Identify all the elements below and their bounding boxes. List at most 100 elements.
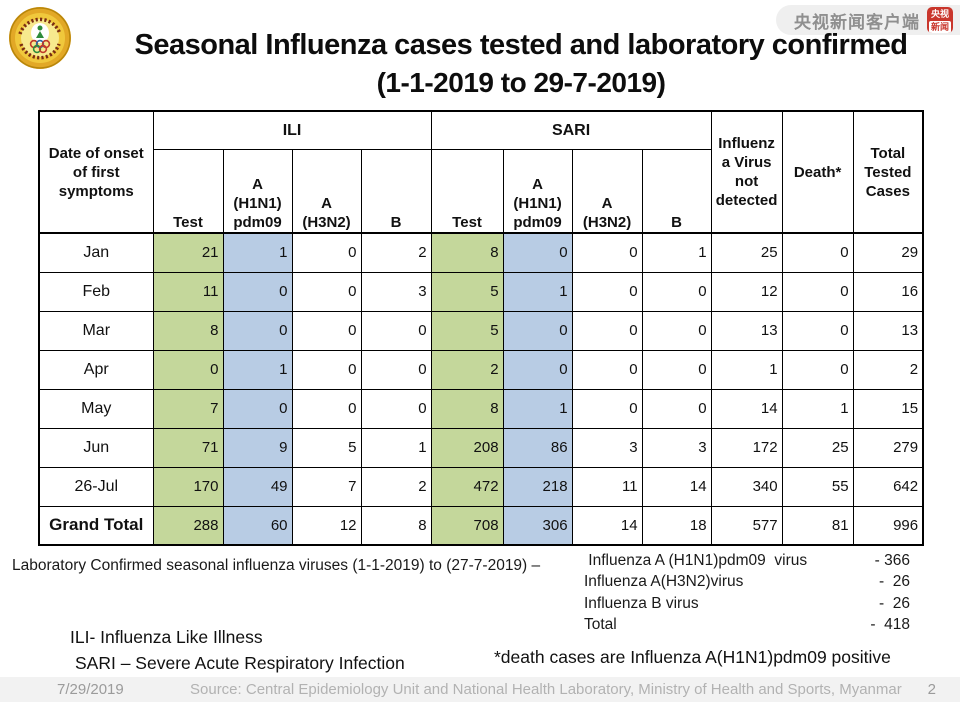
row-label: Jan xyxy=(38,232,154,273)
virus-count-list: Influenza A (H1N1)pdm09 virus - 366 Influe… xyxy=(584,550,910,636)
cell-value: 49 xyxy=(222,466,293,507)
cell-value: 18 xyxy=(641,505,712,546)
header-not-detected: Influenza Virus not detected xyxy=(710,110,783,234)
cell-value: 2 xyxy=(360,466,432,507)
cell-value: 3 xyxy=(571,427,643,468)
cctv-icon-top-text: 央视 xyxy=(930,9,949,19)
cell-value: 0 xyxy=(291,349,362,390)
title-line-1: Seasonal Influenza cases tested and labo… xyxy=(134,29,908,61)
virus-count: - 366 xyxy=(874,551,910,569)
cell-value: 642 xyxy=(852,466,924,507)
virus-name: Influenza A(H3N2)virus xyxy=(584,573,744,591)
footer-source: Source: Central Epidemiology Unit and Na… xyxy=(190,681,902,698)
cell-value: 0 xyxy=(291,310,362,351)
note-ili: ILI- Influenza Like Illness xyxy=(70,627,263,647)
cell-value: 1 xyxy=(360,427,432,468)
header-sari-h3n2: A (H3N2) xyxy=(571,148,643,234)
virus-name: Total xyxy=(584,616,617,634)
cell-value: 11 xyxy=(571,466,643,507)
cell-value: 0 xyxy=(291,388,362,429)
virus-name: Influenza A (H1N1)pdm09 virus xyxy=(584,551,808,569)
cell-value: 172 xyxy=(710,427,783,468)
table-row: Grand Total 288 60 12 8 708 306 14 18 577 81 996 xyxy=(38,505,924,546)
cell-value: 13 xyxy=(852,310,924,351)
cell-value: 5 xyxy=(430,310,504,351)
cell-value: 1 xyxy=(781,388,854,429)
ministry-of-health-logo xyxy=(8,6,72,70)
cell-value: 0 xyxy=(360,388,432,429)
virus-count: - 26 xyxy=(878,594,910,612)
header-ili-h3n2: A (H3N2) xyxy=(291,148,362,234)
cell-value: 9 xyxy=(222,427,293,468)
row-label: Feb xyxy=(38,271,154,312)
cell-value: 0 xyxy=(222,388,293,429)
cell-value: 1 xyxy=(222,232,293,273)
cell-value: 0 xyxy=(502,232,573,273)
cell-value: 5 xyxy=(430,271,504,312)
header-death: Death* xyxy=(781,110,854,234)
cell-value: 8 xyxy=(430,232,504,273)
cell-value: 12 xyxy=(710,271,783,312)
cell-value: 0 xyxy=(781,349,854,390)
table-row: 26-Jul 170 49 7 2 472 218 11 14 340 55 642 xyxy=(38,466,924,507)
cell-value: 7 xyxy=(291,466,362,507)
cell-value: 170 xyxy=(152,466,224,507)
cctv-news-app-icon: 央视 新闻 xyxy=(927,7,953,33)
cell-value: 14 xyxy=(710,388,783,429)
cell-value: 0 xyxy=(571,310,643,351)
cell-value: 0 xyxy=(152,349,224,390)
cell-value: 25 xyxy=(710,232,783,273)
header-sari-h1n1: A (H1N1) pdm09 xyxy=(502,148,573,234)
virus-count-item: Influenza B virus - 26 xyxy=(584,593,910,615)
cell-value: 0 xyxy=(641,271,712,312)
row-label: May xyxy=(38,388,154,429)
group-header-sari: SARI xyxy=(430,110,712,150)
cell-value: 1 xyxy=(502,271,573,312)
table-row: Apr 0 1 0 0 2 0 0 0 1 0 2 xyxy=(38,349,924,390)
cell-value: 5 xyxy=(291,427,362,468)
cell-value: 288 xyxy=(152,505,224,546)
cell-value: 472 xyxy=(430,466,504,507)
cell-value: 218 xyxy=(502,466,573,507)
page-title: Seasonal Influenza cases tested and labo… xyxy=(90,26,952,102)
cell-value: 55 xyxy=(781,466,854,507)
header-ili-b: B xyxy=(360,148,432,234)
cell-value: 0 xyxy=(641,310,712,351)
row-label: Jun xyxy=(38,427,154,468)
cell-value: 996 xyxy=(852,505,924,546)
cell-value: 0 xyxy=(502,310,573,351)
cell-value: 0 xyxy=(781,271,854,312)
footer-page-number: 2 xyxy=(927,681,936,698)
cell-value: 8 xyxy=(430,388,504,429)
cell-value: 0 xyxy=(222,310,293,351)
watermark-text: 央视新闻客户端 xyxy=(794,12,920,32)
row-label: Mar xyxy=(38,310,154,351)
cell-value: 0 xyxy=(291,232,362,273)
header-sari-test: Test xyxy=(430,148,504,234)
cell-value: 1 xyxy=(641,232,712,273)
title-line-2: (1-1-2019 to 29-7-2019) xyxy=(376,67,666,98)
cell-value: 71 xyxy=(152,427,224,468)
cell-value: 15 xyxy=(852,388,924,429)
cell-value: 2 xyxy=(430,349,504,390)
header-ili-test: Test xyxy=(152,148,224,234)
cell-value: 13 xyxy=(710,310,783,351)
cell-value: 2 xyxy=(360,232,432,273)
cell-value: 279 xyxy=(852,427,924,468)
cell-value: 0 xyxy=(291,271,362,312)
virus-name: Influenza B virus xyxy=(584,594,699,612)
virus-count: - 418 xyxy=(870,616,910,634)
cell-value: 7 xyxy=(152,388,224,429)
seal-icon xyxy=(9,7,71,69)
cell-value: 708 xyxy=(430,505,504,546)
cell-value: 86 xyxy=(502,427,573,468)
table-row: Mar 8 0 0 0 5 0 0 0 13 0 13 xyxy=(38,310,924,351)
cell-value: 0 xyxy=(571,271,643,312)
table-row: May 7 0 0 0 8 1 0 0 14 1 15 xyxy=(38,388,924,429)
cell-value: 25 xyxy=(781,427,854,468)
cell-value: 0 xyxy=(571,388,643,429)
lab-confirmed-line: Laboratory Confirmed seasonal influenza … xyxy=(12,557,541,574)
note-death: *death cases are Influenza A(H1N1)pdm09 … xyxy=(494,647,891,667)
row-label: Apr xyxy=(38,349,154,390)
cell-value: 2 xyxy=(852,349,924,390)
